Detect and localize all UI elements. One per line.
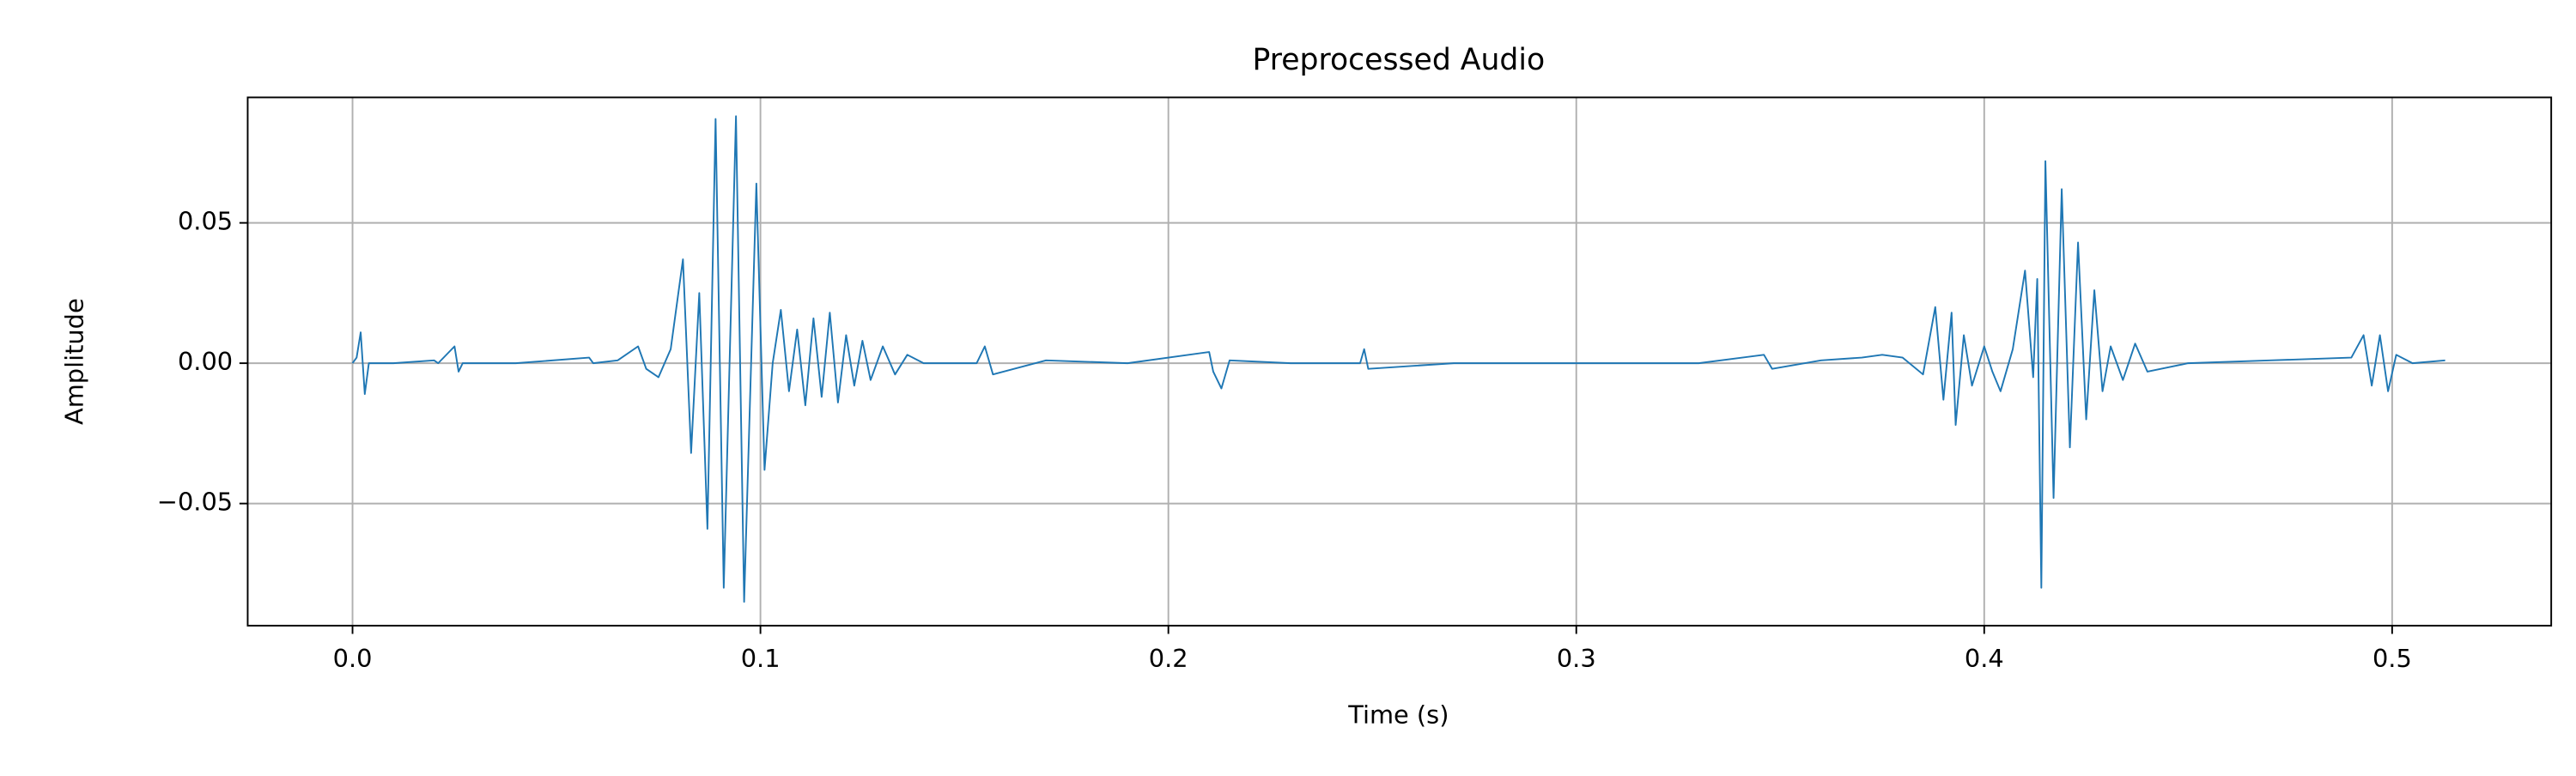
plot-frame (246, 96, 2553, 627)
x-axis-label: Time (s) (1347, 700, 1449, 730)
x-tick-label: 0.4 (1965, 644, 2004, 673)
x-tick-label: 0.3 (1557, 644, 1596, 673)
x-tick-label: 0.5 (2372, 644, 2412, 673)
chart-title: Preprocessed Audio (1253, 43, 1546, 77)
x-tick-label: 0.1 (741, 644, 781, 673)
y-tick-label: 0.00 (178, 347, 233, 376)
y-tick-label: 0.05 (178, 207, 233, 236)
x-tick-label: 0.0 (333, 644, 373, 673)
y-tick-label: −0.05 (157, 488, 233, 517)
waveform-line (351, 115, 2445, 603)
x-tick-label: 0.2 (1149, 644, 1188, 673)
y-axis-label: Amplitude (59, 298, 88, 425)
